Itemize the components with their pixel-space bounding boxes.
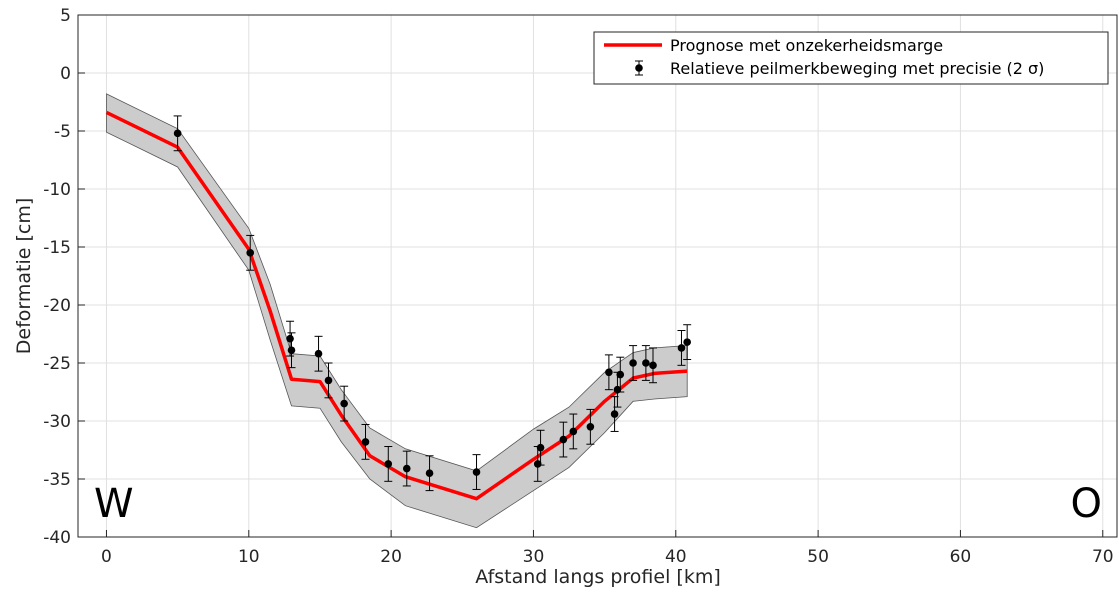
data-point (314, 349, 323, 358)
benchmark-point (340, 385, 349, 422)
x-tick-label: 60 (950, 547, 972, 567)
benchmark-point (586, 408, 595, 445)
x-tick-label: 10 (238, 547, 260, 567)
y-axis-title: Deformatie [cm] (13, 198, 35, 355)
data-point (340, 399, 348, 408)
benchmark-points (173, 115, 692, 492)
benchmark-point (649, 347, 658, 384)
data-point (629, 359, 637, 367)
data-point (683, 338, 691, 346)
y-tick-label: -5 (54, 122, 71, 142)
y-tick-label: -15 (43, 238, 71, 258)
x-tick-label: 30 (523, 547, 545, 567)
legend: Prognose met onzekerheidsmarge Relatieve… (593, 31, 1109, 85)
benchmark-point (604, 354, 613, 391)
data-point (559, 435, 568, 444)
axes-box (77, 14, 1118, 538)
corner-label-west: W (94, 481, 134, 527)
legend-label-prognosis: Prognose met onzekerheidsmarge (670, 36, 943, 55)
data-point (616, 370, 625, 379)
uncertainty-band (106, 93, 688, 529)
benchmark-point (472, 454, 481, 490)
data-point (287, 346, 296, 355)
x-tick-label: 70 (1092, 547, 1114, 567)
benchmark-point (361, 423, 370, 460)
y-tick-label: 0 (60, 64, 71, 84)
benchmark-point (683, 324, 692, 361)
y-tick-label: -30 (43, 412, 71, 432)
x-tick-label: 20 (380, 547, 402, 567)
legend-box (593, 31, 1109, 85)
legend-label-benchmarks: Relatieve peilmerkbeweging met precisie … (670, 59, 1044, 78)
legend-errorbar-swatch (635, 60, 643, 76)
x-axis-title: Afstand langs profiel [km] (475, 566, 721, 588)
benchmark-point (324, 362, 333, 399)
data-point (173, 129, 182, 138)
benchmark-point (629, 345, 638, 381)
y-tick-label: -25 (43, 354, 71, 374)
benchmark-point (314, 335, 323, 372)
data-point (536, 443, 545, 452)
benchmark-point (559, 421, 568, 458)
data-point (472, 468, 481, 476)
data-point (642, 359, 650, 367)
data-point (605, 368, 613, 377)
data-point (324, 376, 333, 385)
plot-area (78, 15, 1117, 537)
data-point (402, 464, 411, 473)
benchmark-point (384, 446, 393, 482)
data-point (610, 410, 619, 418)
y-tick-label: 5 (60, 6, 71, 26)
benchmark-point (173, 115, 182, 152)
y-tick-label: -40 (43, 528, 71, 548)
data-point (677, 344, 686, 352)
x-tick-label: 40 (665, 547, 687, 567)
benchmark-point (569, 413, 578, 450)
data-point (246, 249, 255, 257)
y-tick-label: -20 (43, 296, 71, 316)
benchmark-point (287, 332, 296, 369)
benchmark-point (641, 345, 650, 381)
benchmark-point (425, 455, 434, 492)
data-point (361, 438, 370, 446)
benchmark-point (246, 234, 255, 271)
data-point (533, 460, 542, 468)
x-tick-label: 50 (807, 547, 829, 567)
y-tick-label: -10 (43, 180, 71, 200)
y-tick-label: -35 (43, 470, 71, 490)
data-point (384, 460, 393, 468)
benchmark-point (677, 330, 686, 366)
data-point (586, 423, 595, 431)
data-point (569, 427, 578, 436)
corner-label-east: O (1071, 481, 1102, 527)
benchmark-point (536, 429, 545, 466)
benchmark-point (616, 356, 625, 393)
data-point (286, 334, 294, 343)
benchmark-point (402, 450, 411, 487)
data-point (425, 469, 434, 478)
data-point (649, 361, 657, 370)
x-tick-label: 0 (101, 547, 112, 567)
